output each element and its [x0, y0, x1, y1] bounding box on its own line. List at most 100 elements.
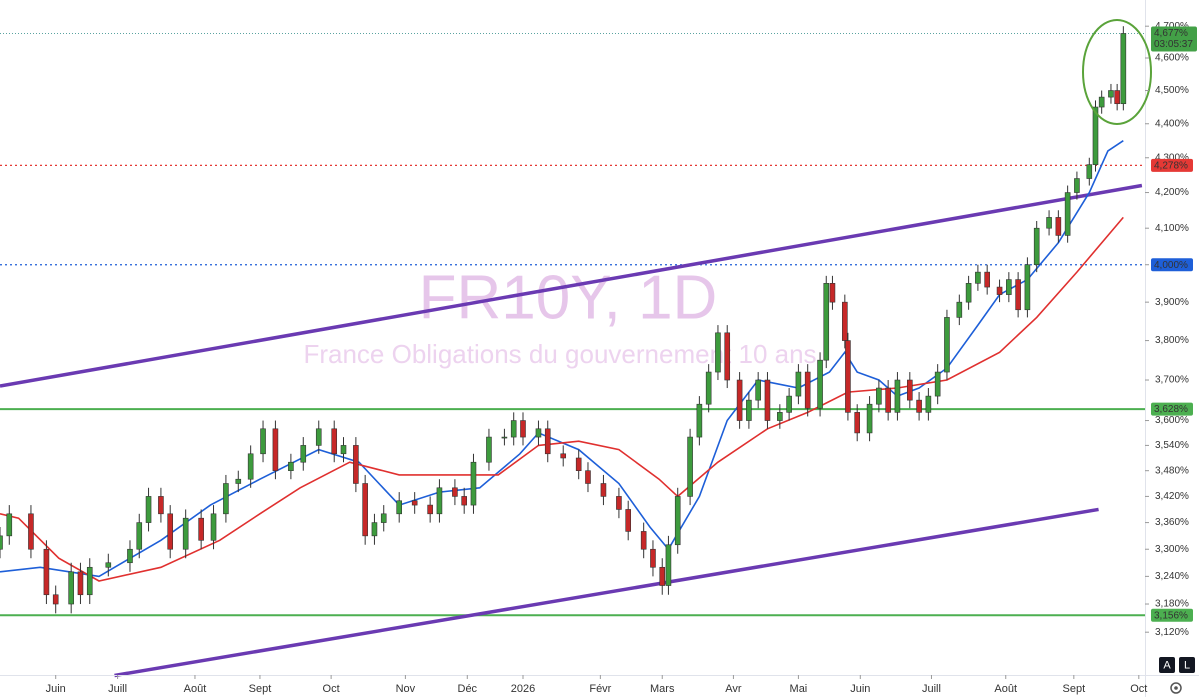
x-tick-label: Oct: [323, 683, 340, 695]
candle-body: [1033, 227, 1040, 266]
candle-body: [845, 340, 851, 413]
y-tick-label: 3,540%: [1155, 440, 1189, 451]
candle-body: [616, 496, 622, 510]
candle-body: [260, 428, 266, 455]
candle-body: [885, 387, 891, 413]
candle-body: [934, 371, 941, 397]
watermark-group: FR10Y, 1D France Obligations du gouverne…: [303, 263, 816, 369]
candle-body: [77, 571, 84, 596]
candle-body: [829, 283, 836, 303]
x-tick-label: Févr: [589, 683, 611, 695]
candle-body: [876, 387, 882, 405]
level-label-box: [1151, 608, 1193, 622]
candle-body: [43, 548, 50, 596]
candle-body: [136, 522, 143, 550]
x-tick-label: Juin: [850, 683, 870, 695]
candle-body: [755, 379, 761, 401]
candle-body: [198, 517, 204, 541]
highlight-ellipse: [1082, 19, 1152, 125]
candle-body: [210, 513, 217, 541]
level-label: 4,278%: [1154, 160, 1188, 171]
y-tick-label: 3,240%: [1155, 571, 1189, 582]
x-tick-label: Juill: [108, 683, 127, 695]
y-tick-label: 4,700%: [1155, 21, 1189, 32]
y-tick-label: 4,200%: [1155, 187, 1189, 198]
x-tick-label: Juin: [46, 683, 66, 695]
x-tick-label: Avr: [725, 683, 742, 695]
candle-body: [353, 445, 359, 484]
candle-body: [894, 379, 901, 413]
y-tick-label: 3,300%: [1155, 544, 1189, 555]
candle-body: [804, 371, 811, 409]
last-price-box: [1151, 26, 1197, 52]
candle-body: [427, 504, 433, 515]
candle-body: [1064, 192, 1071, 236]
candle-body: [340, 445, 347, 455]
candle-body: [105, 562, 112, 568]
candle-body: [1046, 217, 1052, 229]
candle-body: [223, 483, 229, 515]
button-label[interactable]: A: [1163, 659, 1171, 671]
candle-body: [956, 301, 963, 318]
candle-body: [764, 379, 771, 421]
candle-body: [362, 483, 368, 537]
candle-body: [331, 428, 338, 455]
candle-body: [817, 359, 823, 409]
candle-body: [411, 500, 418, 506]
candle-body: [145, 496, 152, 523]
candle-body: [0, 535, 3, 550]
moving-average: [0, 216, 1124, 582]
candle-body: [687, 436, 693, 497]
candle-body: [600, 483, 607, 497]
y-tick-label: 4,100%: [1155, 223, 1189, 234]
candle-body: [182, 517, 189, 550]
candle-body: [984, 271, 990, 288]
level-label-box: [1151, 402, 1193, 416]
x-tick-label: Août: [184, 683, 207, 695]
candle-body: [127, 548, 133, 564]
candle-body: [965, 283, 972, 303]
candle-body: [854, 412, 861, 434]
watermark: FR10Y, 1D: [419, 263, 718, 332]
candle-body: [68, 571, 74, 605]
x-tick-label: Sept: [1063, 683, 1086, 695]
candle-body: [585, 470, 591, 484]
y-tick-label: 4,600%: [1155, 53, 1189, 64]
candle-body: [1108, 90, 1114, 98]
button[interactable]: [1159, 657, 1175, 673]
y-tick-label: 3,420%: [1155, 491, 1189, 502]
candle-body: [28, 513, 34, 550]
candle-body: [1092, 106, 1099, 165]
button[interactable]: [1179, 657, 1195, 673]
candle-body: [715, 332, 721, 373]
x-tick-label: Juill: [922, 683, 941, 695]
y-tick-label: 3,600%: [1155, 415, 1189, 426]
candle-body: [575, 457, 582, 471]
candle-body: [1086, 164, 1093, 179]
candle-body: [705, 371, 712, 405]
candle-body: [6, 513, 13, 537]
candle-body: [674, 496, 681, 546]
candle-body: [272, 428, 279, 471]
y-tick-label: 3,180%: [1155, 599, 1189, 610]
x-tick-label: Mai: [790, 683, 808, 695]
y-tick-label: 3,480%: [1155, 465, 1189, 476]
candle-body: [1055, 217, 1062, 236]
candle-body: [396, 500, 403, 515]
settings-icon[interactable]: [1170, 682, 1182, 694]
x-tick-label: Oct: [1130, 683, 1147, 695]
y-tick-label: 3,120%: [1155, 627, 1189, 638]
y-tick-label: 4,400%: [1155, 118, 1189, 129]
candle-body: [452, 487, 458, 497]
x-tick-label: Sept: [249, 683, 272, 695]
candle-body: [640, 531, 647, 550]
candle-body: [777, 412, 783, 421]
button-label[interactable]: L: [1184, 659, 1190, 671]
level-label-box: [1151, 158, 1193, 172]
plot-area: [0, 26, 1145, 678]
candle-body: [167, 513, 174, 550]
level-label-box: [1151, 258, 1193, 272]
level-label: 3,628%: [1154, 404, 1188, 415]
